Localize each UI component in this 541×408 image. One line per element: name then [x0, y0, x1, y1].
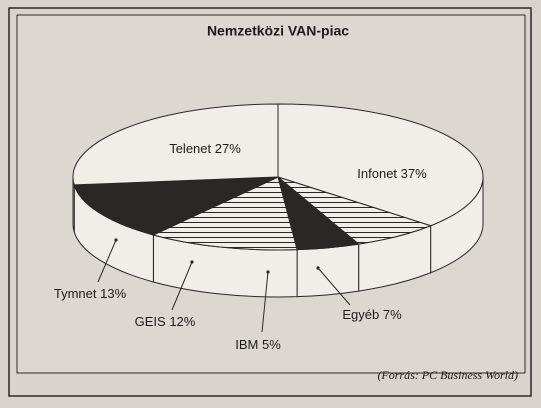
- leader-line: [261, 271, 269, 333]
- slice-value: 13%: [100, 286, 126, 301]
- pie-rim: [72, 177, 484, 224]
- slice-label: Telenet 27%: [169, 141, 241, 156]
- slice-name: IBM: [235, 337, 258, 352]
- slice: [151, 176, 298, 251]
- leader-dot: [266, 270, 270, 274]
- slice: [72, 103, 279, 186]
- leader-line: [317, 267, 351, 306]
- slice: [73, 176, 279, 236]
- slice-value: 7%: [383, 307, 402, 322]
- slice-side: [296, 243, 360, 298]
- chart-title: Nemzetközi VAN-piac: [207, 23, 349, 39]
- slice-label: IBM 5%: [235, 337, 281, 352]
- slice-label: Tymnet 13%: [54, 286, 127, 301]
- slice-value: 12%: [169, 314, 195, 329]
- slice-value: 27%: [215, 141, 241, 156]
- slice-label: GEIS 12%: [135, 314, 196, 329]
- slice-name: Egyéb: [342, 307, 379, 322]
- slice-value: 5%: [262, 337, 281, 352]
- slice-value: 37%: [401, 166, 427, 181]
- leader-dot: [114, 238, 118, 242]
- slice-label: Egyéb 7%: [342, 307, 402, 322]
- source-note: (Forrás: PC Business World): [377, 368, 518, 382]
- slice: [277, 103, 484, 227]
- slice-label: Infonet 37%: [357, 166, 427, 181]
- outer-frame: [8, 7, 532, 397]
- leader-line: [97, 239, 117, 283]
- slice-name: Telenet: [169, 141, 211, 156]
- slice-name: Infonet: [357, 166, 397, 181]
- leader-dot: [316, 266, 320, 270]
- slice-name: GEIS: [135, 314, 166, 329]
- leader-line: [171, 261, 193, 311]
- slice-name: Tymnet: [54, 286, 97, 301]
- leader-dot: [190, 260, 194, 264]
